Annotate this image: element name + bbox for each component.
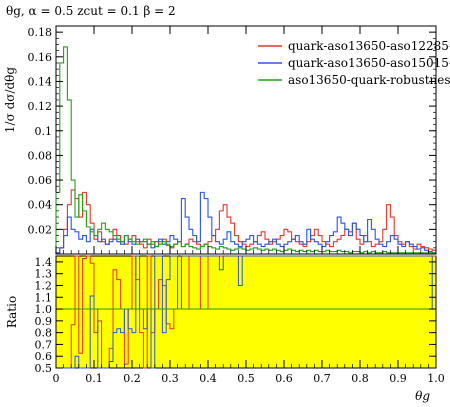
y-tick-label: 0.1 — [35, 125, 53, 138]
series-line-red — [55, 189, 436, 254]
y-tick-label: 0.18 — [28, 26, 53, 39]
ratio-y-tick-label: 1.4 — [35, 256, 53, 269]
legend-entry: quark-aso13650-aso15015- — [288, 56, 450, 70]
ratio-y-tick-label: 1.1 — [35, 291, 53, 304]
ratio-y-tick-label: 0.9 — [35, 315, 53, 328]
y-tick-label: 0.16 — [28, 51, 53, 64]
series-line-green — [55, 46, 436, 254]
ratio-y-axis: 1.41.31.21.11.00.90.80.70.60.5 — [35, 256, 436, 375]
x-tick-label: 0.6 — [275, 372, 293, 385]
ratio-line-blue — [56, 255, 436, 369]
y-tick-label: 0.06 — [28, 174, 53, 187]
x-tick-label: 1.0 — [427, 372, 445, 385]
ratio-y-tick-label: 1.2 — [35, 279, 53, 292]
series-line-blue — [55, 191, 436, 254]
x-tick-label: 0 — [53, 372, 60, 385]
ratio-series-group — [56, 255, 436, 369]
x-axis: 0 0.1 0.2 0.3 0.4 0.5 0.6 0.7 0.8 0.9 1.0 — [53, 26, 445, 385]
histogram-series-group — [55, 46, 436, 254]
x-tick-label: 0.1 — [85, 372, 103, 385]
ratio-y-tick-label: 0.8 — [35, 327, 53, 340]
legend-entry: aso13650-quark-robustnes — [288, 73, 450, 87]
chart-title: θg, α = 0.5 zcut = 0.1 β = 2 — [6, 4, 176, 18]
ratio-y-tick-label: 1.0 — [35, 303, 53, 316]
x-tick-label: 0.8 — [351, 372, 369, 385]
ratio-y-tick-label: 0.7 — [35, 338, 53, 351]
x-tick-label: 0.3 — [161, 372, 179, 385]
main-y-axis: 0.18 0.16 0.14 0.12 0.1 0.08 0.06 0.04 0.02 — [28, 26, 436, 249]
y-tick-label: 0.12 — [28, 100, 53, 113]
ratio-y-tick-label: 0.6 — [35, 350, 53, 363]
x-tick-label: 0.9 — [389, 372, 407, 385]
ratio-y-axis-label: Ratio — [5, 296, 19, 328]
ratio-panel-band — [56, 256, 436, 368]
x-tick-label: 0.2 — [123, 372, 141, 385]
legend-entry: quark-aso13650-aso12285- — [288, 39, 450, 53]
main-y-axis-label: 1/σ dσ/dθg — [3, 67, 17, 134]
x-tick-label: 0.5 — [237, 372, 255, 385]
y-tick-label: 0.08 — [28, 149, 53, 162]
ratio-y-tick-label: 0.5 — [35, 362, 53, 375]
y-tick-label: 0.04 — [28, 199, 53, 212]
y-tick-label: 0.14 — [28, 75, 53, 88]
x-axis-label: θg — [415, 389, 430, 403]
legend: quark-aso13650-aso12285- quark-aso13650-a… — [258, 39, 450, 87]
x-tick-label: 0.4 — [199, 372, 217, 385]
x-tick-label: 0.7 — [313, 372, 331, 385]
y-tick-label: 0.02 — [28, 223, 53, 236]
ratio-y-tick-label: 1.3 — [35, 268, 53, 281]
